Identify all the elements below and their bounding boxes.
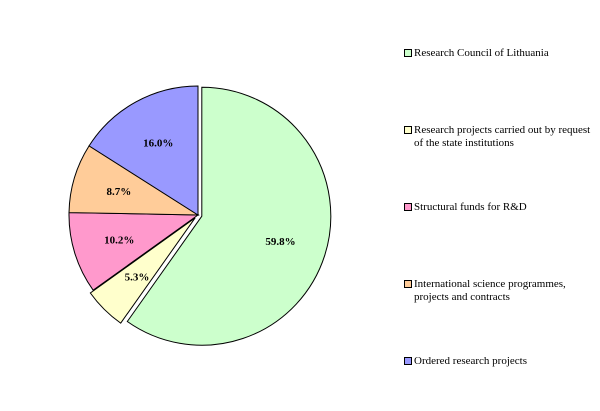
legend: Research Council of Lithuania Research p… bbox=[404, 0, 600, 411]
pie-slice-state-institutions bbox=[89, 217, 196, 324]
legend-label-structural-funds: Structural funds for R&D bbox=[414, 201, 527, 213]
pie-label-ordered-research: 16.0% bbox=[143, 138, 173, 150]
legend-item-international-programmes: International science programmes, projec… bbox=[404, 278, 600, 304]
pie-slice-structural-funds bbox=[68, 212, 200, 291]
legend-item-ordered-research: Ordered research projects bbox=[404, 355, 600, 368]
pie-label-structural-funds: 10.2% bbox=[104, 235, 134, 247]
legend-item-structural-funds: Structural funds for R&D bbox=[404, 201, 600, 214]
pie-slice-ordered-research bbox=[88, 85, 199, 216]
legend-swatch-research-council bbox=[404, 49, 412, 57]
pie-chart: 59.8% 5.3% 10.2% 8.7% 16.0% bbox=[68, 85, 332, 346]
legend-swatch-state-institutions bbox=[404, 126, 412, 134]
legend-swatch-ordered-research bbox=[404, 357, 412, 365]
pie-label-state-institutions: 5.3% bbox=[125, 271, 150, 283]
pie-label-international-programmes: 8.7% bbox=[107, 186, 132, 198]
legend-item-research-council: Research Council of Lithuania bbox=[404, 47, 600, 60]
legend-label-ordered-research: Ordered research projects bbox=[414, 355, 527, 367]
legend-item-state-institutions: Research projects carried out by request… bbox=[404, 124, 600, 150]
legend-label-international-programmes: International science programmes, projec… bbox=[414, 278, 566, 303]
pie-labels: 59.8% 5.3% 10.2% 8.7% 16.0% bbox=[104, 138, 296, 284]
legend-swatch-structural-funds bbox=[404, 203, 412, 211]
pie-label-research-council: 59.8% bbox=[265, 236, 295, 248]
pie-slice-research-council bbox=[126, 86, 332, 346]
legend-swatch-international-programmes bbox=[404, 280, 412, 288]
pie-slices bbox=[68, 85, 332, 346]
legend-label-state-institutions: Research projects carried out by request… bbox=[414, 124, 591, 149]
legend-label-research-council: Research Council of Lithuania bbox=[414, 47, 549, 59]
